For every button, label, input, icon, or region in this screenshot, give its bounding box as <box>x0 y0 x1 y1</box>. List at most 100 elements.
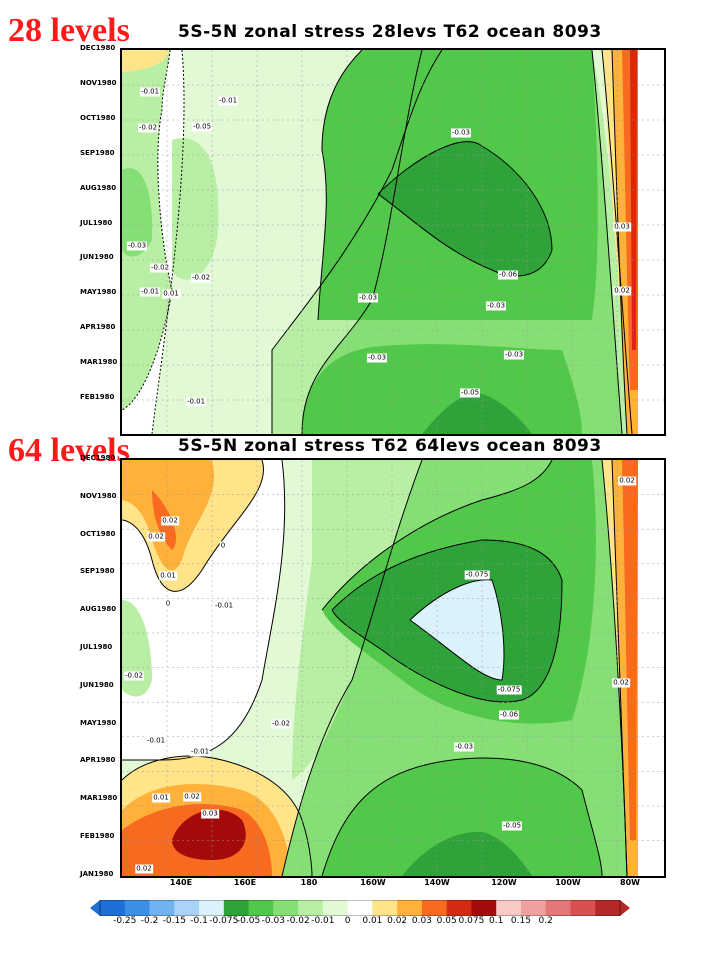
contour-line <box>151 50 185 434</box>
y-tick-label: FEB1980 <box>80 832 115 840</box>
colorbar-segment <box>100 900 126 916</box>
contour-line <box>301 50 423 434</box>
colorbar-segment <box>372 900 398 916</box>
colorbar-segment <box>397 900 423 916</box>
contour-line <box>601 50 633 434</box>
x-tick-label: 160W <box>360 878 386 887</box>
colorbar-segment <box>298 900 324 916</box>
contour-line <box>122 460 264 592</box>
contour-label: 0.02 <box>161 516 179 526</box>
y-tick-label: FEB1980 <box>80 393 115 401</box>
y-tick-label: SEP1980 <box>80 148 115 157</box>
contour-label: 0.01 <box>159 571 177 581</box>
contour-label: -0.01 <box>217 96 239 106</box>
y-tick-label: AUG1980 <box>80 183 117 192</box>
contour-label: 0.02 <box>135 864 153 874</box>
colorbar-tick-label: -0.075 <box>209 916 239 926</box>
colorbar-outline <box>99 900 621 916</box>
panel-label-28-levels: 28 levels <box>8 12 130 49</box>
contour-label: 0 <box>164 599 172 609</box>
colorbar-tick-label: -0.03 <box>261 916 285 926</box>
contour-label: -0.05 <box>501 821 523 831</box>
contour-label: -0.03 <box>453 742 475 752</box>
colorbar-arrow-left <box>90 900 100 916</box>
colorbar-tick-label: 0 <box>344 916 351 926</box>
field-region-light-140e <box>172 138 219 280</box>
field-region-dark-south <box>422 393 532 434</box>
contour-label: -0.01 <box>139 87 161 97</box>
colorbar-segment <box>570 900 596 916</box>
y-tick-label: JAN1980 <box>80 869 114 878</box>
y-tick-label: DEC1980 <box>80 454 116 462</box>
contour-label: -0.01 <box>145 736 167 746</box>
colorbar-tick-label: 0.15 <box>510 916 531 926</box>
x-tick-label: 80W <box>620 878 640 887</box>
colorbar-tick-label: -0.25 <box>113 916 137 926</box>
y-tick-label: OCT1980 <box>80 113 116 122</box>
contour-label: 0.02 <box>618 476 636 486</box>
x-tick-label: 180 <box>300 878 318 887</box>
contour-label: 0.02 <box>612 678 630 688</box>
colorbar-arrow-right <box>620 900 630 916</box>
contour-line <box>321 460 553 611</box>
colorbar-segment <box>124 900 151 916</box>
field-region-green-west <box>122 168 153 257</box>
colorbar-tick-label: 0.1 <box>489 916 504 926</box>
contour-label: -0.01 <box>213 601 235 611</box>
field-region-red-east <box>622 460 638 840</box>
contour-label: -0.03 <box>503 350 525 360</box>
contour-label: -0.03 <box>357 293 379 303</box>
contour-label: -0.01 <box>189 747 211 757</box>
field-region-white-coast <box>638 50 664 434</box>
colorbar-tick-label: 0.075 <box>458 916 485 926</box>
contour-label: -0.02 <box>123 671 145 681</box>
field-region-yellow-nw <box>122 50 170 72</box>
colorbar-segment <box>322 900 349 916</box>
contour-label: 0.02 <box>613 286 631 296</box>
colorbar-segment <box>223 900 250 916</box>
contour-label: 0.02 <box>147 532 165 542</box>
contour-line <box>331 539 563 703</box>
colorbar-tick-label: 0.02 <box>387 916 408 926</box>
y-tick-label: JUN1980 <box>80 253 114 262</box>
contour-label: -0.03 <box>450 128 472 138</box>
contour-label: -0.075 <box>464 570 490 580</box>
colorbar-segment <box>520 900 547 916</box>
contour-label: -0.02 <box>149 263 171 273</box>
contour-line <box>317 50 363 321</box>
y-tick-label: MAR1980 <box>80 358 118 367</box>
contour-label: -0.075 <box>496 685 522 695</box>
x-tick-label: 140W <box>424 878 450 887</box>
colorbar-tick-label: -0.05 <box>236 916 261 926</box>
contour-label: -0.06 <box>497 270 519 280</box>
x-tick-label: 160E <box>233 878 257 887</box>
contour-line <box>271 50 443 434</box>
contour-label: -0.02 <box>270 719 292 729</box>
colorbar-tick-label: 0.03 <box>411 916 432 926</box>
contour-label: -0.03 <box>126 241 148 251</box>
colorbar-tick-label: -0.01 <box>311 916 335 926</box>
colorbar-segment <box>471 900 497 916</box>
contour-line <box>591 50 623 434</box>
field-region-dark-central <box>378 141 552 276</box>
colorbar-segment <box>174 900 200 916</box>
field-region-deep-red-east <box>630 50 637 350</box>
contour-label: -0.01 <box>185 397 207 407</box>
colorbar-segment <box>595 900 621 916</box>
contour-label: -0.03 <box>366 353 388 363</box>
y-tick-label: APR1980 <box>80 756 116 765</box>
contour-line <box>377 141 553 277</box>
field-region-dark-red-sw <box>172 809 246 860</box>
colorbar-segment <box>199 900 225 916</box>
contour-label: 0.01 <box>152 793 170 803</box>
contour-label: -0.03 <box>485 301 507 311</box>
y-tick-label: MAR1980 <box>80 794 118 803</box>
y-tick-label: APR1980 <box>80 323 116 332</box>
y-tick-label: JUL1980 <box>80 218 113 227</box>
contour-label: 0.03 <box>613 222 631 232</box>
contour-label: -0.05 <box>191 122 213 132</box>
colorbar-segment <box>496 900 522 916</box>
field-region-green-central-south <box>302 344 582 434</box>
colorbar-segment <box>545 900 571 916</box>
contour-label: -0.02 <box>137 123 159 133</box>
